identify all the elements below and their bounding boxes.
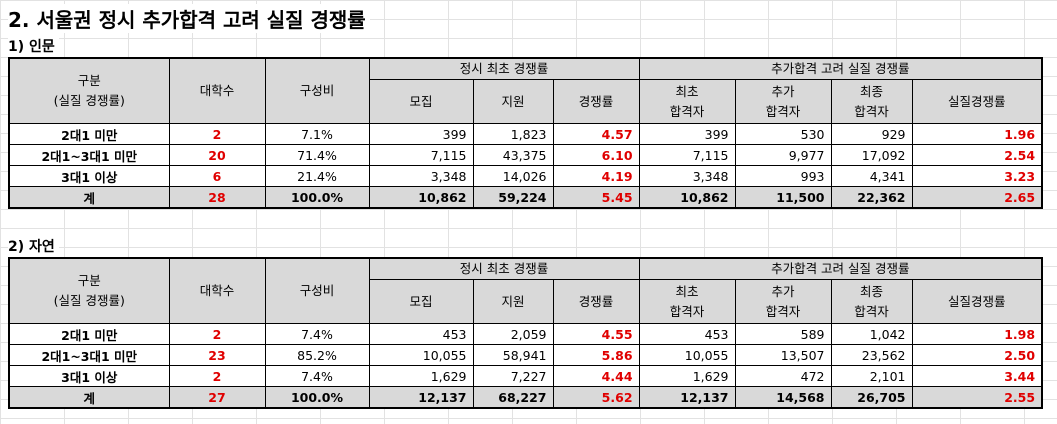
total-row: 계 28 100.0% 10,862 59,224 5.45 10,862 11… [8, 186, 1043, 209]
header-competition: 경쟁률 [552, 79, 640, 124]
header-add-pass: 추가 합격자 [734, 79, 832, 124]
total-row: 계 27 100.0% 12,137 68,227 5.62 12,137 14… [8, 386, 1043, 409]
header-recruit: 모집 [368, 279, 474, 324]
table-science: 구분 (실질 경쟁률) 대학수 구성비 정시 최초 경쟁률 추가합격 고려 실질… [8, 257, 1044, 409]
header-first-pass: 최초 합격자 [638, 279, 736, 324]
header-competition: 경쟁률 [552, 279, 640, 324]
section-title-science: 2) 자연 [8, 236, 59, 256]
section-title-humanities: 1) 인문 [8, 36, 59, 56]
header-real-competition: 실질경쟁률 [911, 79, 1043, 124]
header-universities: 대학수 [168, 257, 266, 324]
header-ratio: 구성비 [264, 57, 370, 124]
header-additional-group: 추가합격 고려 실질 경쟁률 [638, 257, 1043, 280]
table-row: 2대1 미만 2 7.1% 399 1,823 4.57 399 530 929… [8, 123, 1043, 145]
header-real-competition: 실질경쟁률 [911, 279, 1043, 324]
header-add-pass: 추가 합격자 [734, 279, 832, 324]
header-group: 구분 (실질 경쟁률) [8, 57, 170, 124]
header-ratio: 구성비 [264, 257, 370, 324]
header-apply: 지원 [472, 279, 554, 324]
table-row: 3대1 이상 6 21.4% 3,348 14,026 4.19 3,348 9… [8, 165, 1043, 187]
header-additional-group: 추가합격 고려 실질 경쟁률 [638, 57, 1043, 80]
header-final-pass: 최종 합격자 [830, 79, 913, 124]
header-apply: 지원 [472, 79, 554, 124]
table-row: 3대1 이상 2 7.4% 1,629 7,227 4.44 1,629 472… [8, 365, 1043, 387]
table-row: 2대1~3대1 미만 23 85.2% 10,055 58,941 5.86 1… [8, 344, 1043, 366]
table-row: 2대1~3대1 미만 20 71.4% 7,115 43,375 6.10 7,… [8, 144, 1043, 166]
table-humanities: 구분 (실질 경쟁률) 대학수 구성비 정시 최초 경쟁률 추가합격 고려 실질… [8, 57, 1044, 209]
header-universities: 대학수 [168, 57, 266, 124]
header-initial-group: 정시 최초 경쟁률 [368, 57, 640, 80]
header-initial-group: 정시 최초 경쟁률 [368, 257, 640, 280]
header-group: 구분 (실질 경쟁률) [8, 257, 170, 324]
header-final-pass: 최종 합격자 [830, 279, 913, 324]
header-first-pass: 최초 합격자 [638, 79, 736, 124]
table-row: 2대1 미만 2 7.4% 453 2,059 4.55 453 589 1,0… [8, 323, 1043, 345]
page-title: 2. 서울권 정시 추가합격 고려 실질 경쟁률 [8, 4, 370, 33]
header-recruit: 모집 [368, 79, 474, 124]
